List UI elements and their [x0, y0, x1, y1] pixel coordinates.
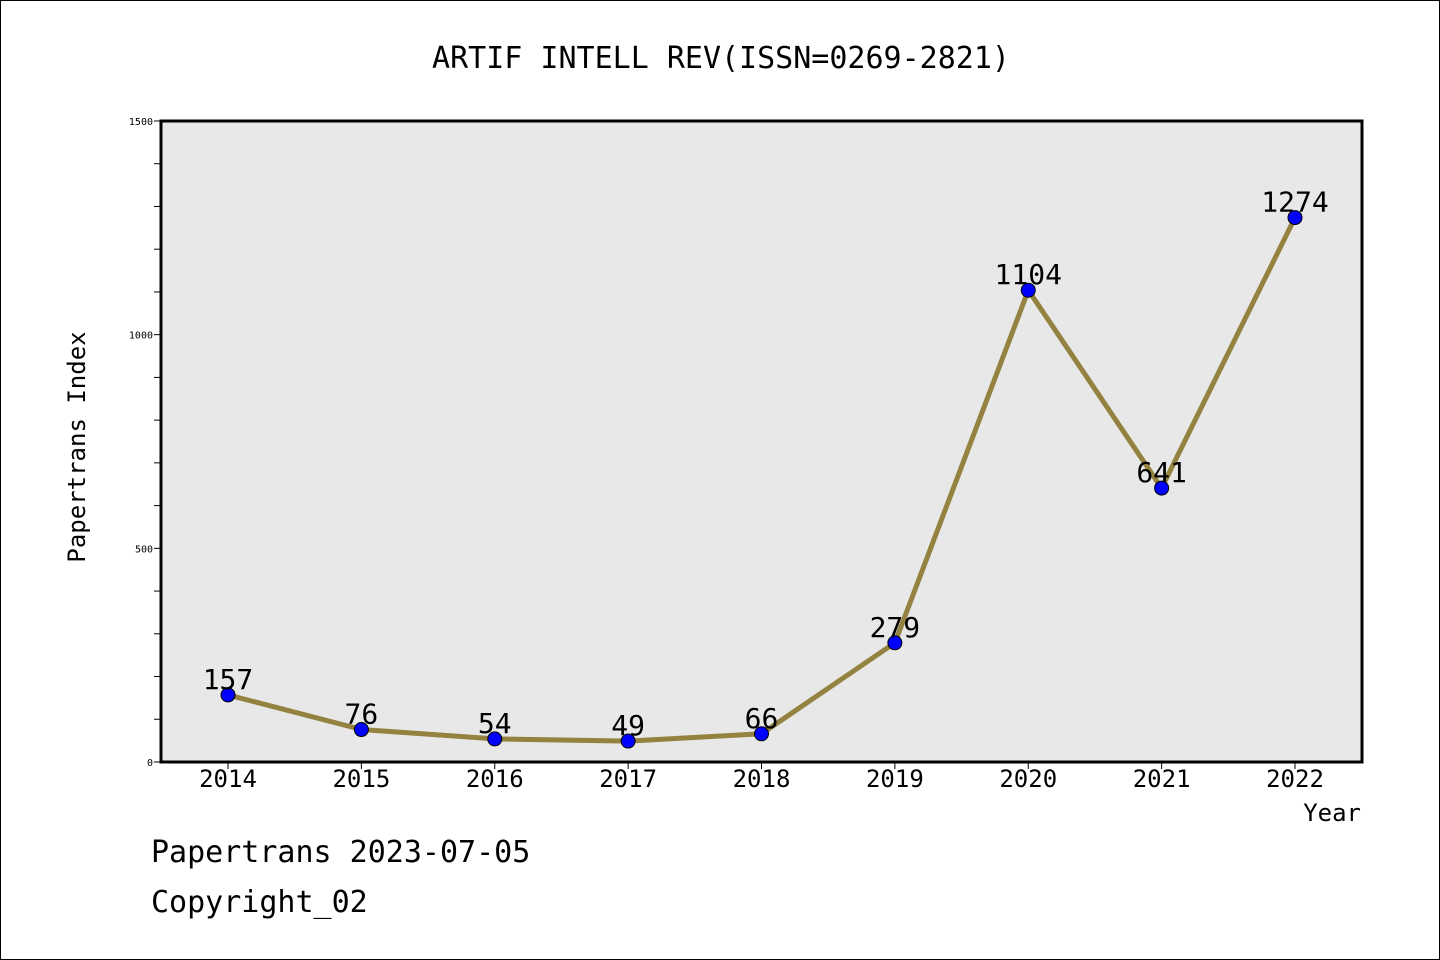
plot-area: [159, 119, 1364, 764]
x-tick-label: 2018: [733, 765, 791, 793]
y-tick-label: 500: [135, 544, 153, 555]
data-label: 76: [345, 698, 379, 731]
footer-date: Papertrans 2023-07-05: [151, 835, 531, 870]
data-label: 66: [745, 702, 779, 735]
data-point: [220, 687, 236, 703]
data-point: [1020, 282, 1036, 298]
data-label: 641: [1136, 456, 1187, 489]
data-point: [754, 726, 769, 742]
y-tick-label: 1500: [129, 117, 153, 128]
footer-copyright: Copyright_02: [151, 885, 368, 920]
data-labels: 157 76 54 49 66 279 1104 641 1274: [203, 186, 1329, 742]
data-label: 1104: [995, 258, 1062, 291]
data-label: 49: [611, 709, 645, 742]
data-label: 54: [478, 707, 512, 740]
data-point: [487, 731, 503, 747]
y-axis-label: Papertrans Index: [63, 331, 91, 562]
data-point: [1154, 480, 1170, 496]
chart-title: ARTIF INTELL REV(ISSN=0269-2821): [432, 41, 1010, 76]
x-tick-label: 2022: [1266, 765, 1324, 793]
y-tick-label: 0: [147, 758, 153, 769]
data-point: [887, 635, 903, 651]
data-point: [620, 733, 636, 749]
x-tick-label: 2014: [199, 765, 257, 793]
data-point: [1287, 210, 1303, 226]
x-tick-label: 2016: [466, 765, 524, 793]
data-label: 157: [203, 663, 254, 696]
x-tick-label: 2019: [866, 765, 924, 793]
x-tick-label: 2015: [332, 765, 390, 793]
y-axis: 0 500 1000 1500: [129, 117, 161, 769]
data-point: [353, 722, 369, 738]
x-axis: 2014 2015 2016 2017 2018 2019 2020 2021 2022: [199, 762, 1324, 793]
x-tick-label: 2017: [599, 765, 657, 793]
x-tick-label: 2020: [999, 765, 1057, 793]
x-tick-label: 2021: [1133, 765, 1191, 793]
y-tick-label: 1000: [129, 331, 153, 342]
data-label: 1274: [1261, 186, 1328, 219]
x-axis-label: Year: [1303, 799, 1361, 827]
data-markers: [220, 210, 1303, 749]
data-label: 279: [870, 611, 921, 644]
